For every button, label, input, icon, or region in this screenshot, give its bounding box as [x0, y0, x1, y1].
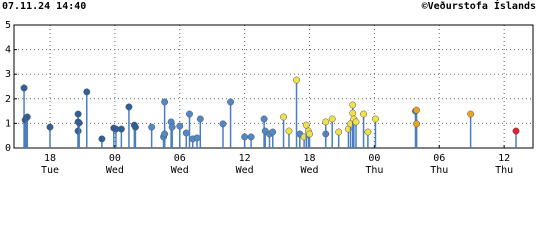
- event-marker: [467, 110, 475, 118]
- x-tick-label: 00: [109, 153, 121, 164]
- event-marker: [193, 134, 201, 142]
- x-day-label: Wed: [236, 165, 254, 175]
- x-tick-label: 18: [303, 153, 315, 164]
- event-marker: [269, 128, 277, 136]
- x-tick-label: 06: [174, 153, 186, 164]
- event-marker: [349, 101, 357, 109]
- event-marker: [161, 98, 169, 106]
- event-marker: [74, 127, 82, 135]
- event-marker: [117, 125, 125, 133]
- event-marker: [247, 133, 255, 141]
- event-marker: [260, 115, 268, 123]
- event-marker: [302, 121, 310, 129]
- y-tick-label: 0: [5, 143, 11, 154]
- event-marker: [352, 118, 360, 126]
- event-marker: [75, 119, 83, 127]
- event-marker: [168, 123, 176, 131]
- event-marker: [74, 110, 82, 118]
- event-marker: [176, 122, 184, 130]
- y-tick-label: 2: [5, 94, 11, 105]
- chart-title: 07.11.24 14:40: [2, 1, 86, 12]
- event-marker: [241, 133, 249, 141]
- event-marker: [328, 115, 336, 123]
- event-marker: [20, 84, 28, 92]
- x-tick-label: 00: [368, 153, 380, 164]
- event-marker: [322, 118, 330, 126]
- event-marker: [349, 109, 357, 117]
- event-marker: [196, 115, 204, 123]
- x-day-label: Thu: [430, 165, 448, 175]
- event-marker: [227, 98, 235, 106]
- x-tick-label: 12: [239, 153, 251, 164]
- event-marker: [306, 130, 313, 138]
- event-marker: [219, 120, 227, 128]
- x-tick-label: 06: [433, 153, 445, 164]
- event-marker: [364, 128, 372, 136]
- plot-frame: [13, 24, 534, 149]
- event-marker: [83, 88, 91, 96]
- event-marker: [182, 129, 190, 137]
- x-tick-label: 12: [498, 153, 510, 164]
- y-tick-label: 4: [5, 45, 11, 56]
- x-day-label: Thu: [365, 165, 383, 175]
- chart: 07.11.24 14:40 ©Veðurstofa Íslands 01234…: [2, 0, 536, 175]
- event-marker: [131, 123, 139, 131]
- y-tick-label: 3: [5, 69, 11, 80]
- event-marker: [285, 127, 293, 135]
- event-marker: [293, 76, 300, 84]
- x-day-label: Wed: [300, 165, 318, 175]
- x-day-label: Wed: [106, 165, 124, 175]
- event-marker: [186, 110, 193, 118]
- event-marker: [413, 120, 420, 128]
- credit: ©Veðurstofa Íslands: [422, 0, 536, 12]
- event-marker: [125, 103, 133, 111]
- x-tick-label: 18: [44, 153, 56, 164]
- event-marker: [413, 106, 420, 114]
- x-day-label: Tue: [41, 165, 59, 175]
- event-marker: [512, 127, 520, 135]
- x-day-label: Wed: [171, 165, 189, 175]
- x-day-label: Thu: [495, 165, 513, 175]
- event-marker: [98, 135, 106, 143]
- event-marker: [360, 110, 368, 118]
- event-marker: [23, 113, 31, 121]
- event-marker: [335, 128, 343, 136]
- event-marker: [46, 123, 54, 131]
- event-marker: [280, 113, 288, 121]
- y-tick-label: 5: [5, 20, 11, 31]
- event-marker: [372, 115, 379, 123]
- event-marker: [161, 130, 169, 138]
- event-marker: [148, 123, 156, 131]
- y-tick-label: 1: [5, 118, 11, 129]
